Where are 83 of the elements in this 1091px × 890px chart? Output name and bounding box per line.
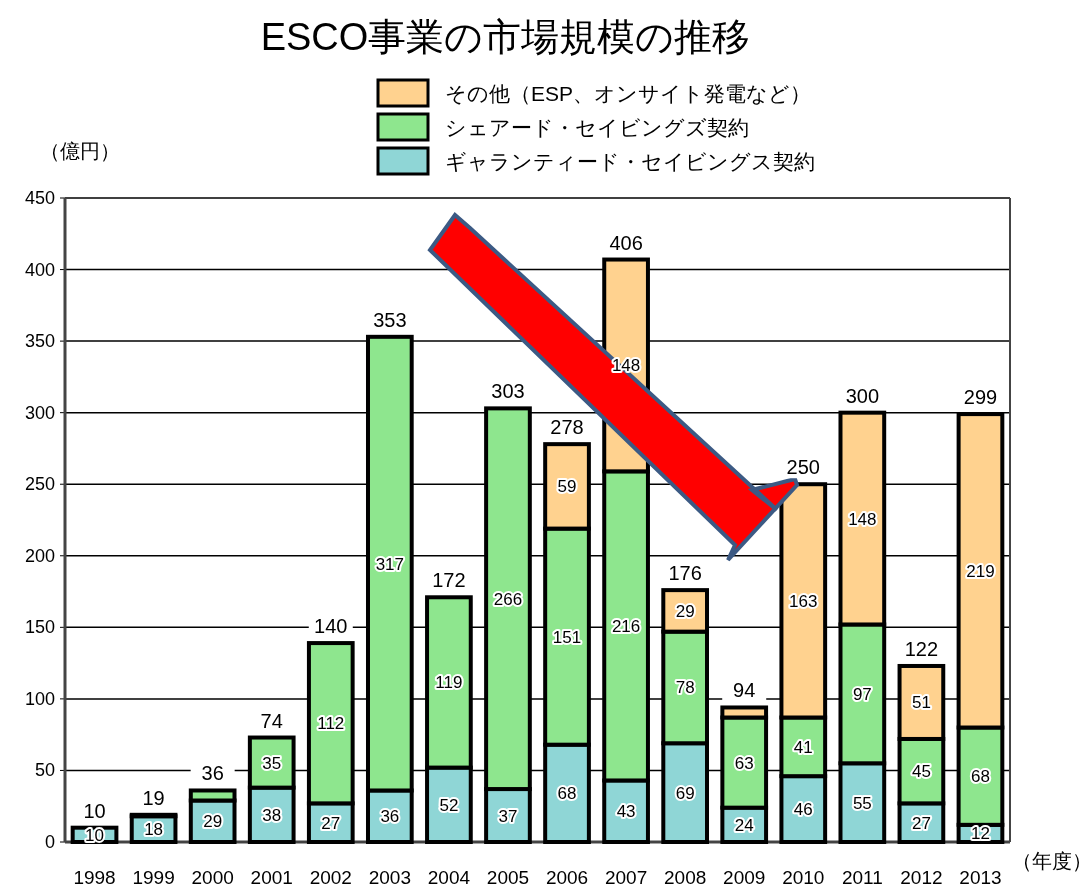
x-tick-label: 2012 bbox=[900, 867, 943, 888]
y-tick-label: 250 bbox=[24, 474, 55, 495]
data-label: 36 bbox=[380, 807, 400, 827]
x-axis-title: （年度） bbox=[1012, 850, 1091, 872]
total-label: 278 bbox=[550, 416, 584, 439]
data-label: 266 bbox=[493, 589, 523, 609]
x-tick-label: 2007 bbox=[604, 867, 648, 888]
data-label: 24 bbox=[734, 815, 754, 835]
data-label: 216 bbox=[611, 616, 641, 636]
data-label: 68 bbox=[557, 784, 577, 804]
total-label: 74 bbox=[260, 709, 283, 732]
total-label: 250 bbox=[786, 456, 820, 479]
data-label: 112 bbox=[317, 714, 345, 734]
x-tick-label: 2002 bbox=[309, 867, 352, 888]
data-label: 97 bbox=[852, 684, 872, 704]
total-label: 353 bbox=[373, 308, 407, 331]
data-label: 69 bbox=[675, 783, 695, 803]
y-tick-label: 100 bbox=[24, 688, 55, 709]
y-tick-label: 450 bbox=[24, 188, 55, 208]
data-label: 52 bbox=[439, 795, 459, 815]
data-label: 37 bbox=[498, 806, 518, 826]
data-label: 29 bbox=[203, 812, 223, 832]
total-label: 19 bbox=[142, 786, 165, 809]
y-tick-label: 0 bbox=[44, 832, 55, 852]
x-tick-label: 2013 bbox=[959, 867, 1002, 888]
data-label: 63 bbox=[734, 753, 754, 773]
data-label: 148 bbox=[848, 509, 877, 529]
legend-label: シェアード・セイビングズ契約 bbox=[445, 116, 749, 139]
data-label: 41 bbox=[793, 737, 813, 757]
y-axis-title: （億円） bbox=[40, 140, 120, 162]
data-label: 151 bbox=[552, 627, 582, 647]
total-label: 10 bbox=[83, 799, 106, 822]
data-label: 119 bbox=[435, 673, 463, 693]
x-tick-label: 2010 bbox=[782, 867, 825, 888]
data-label: 12 bbox=[971, 824, 990, 844]
y-tick-label: 150 bbox=[24, 617, 55, 638]
total-label: 94 bbox=[733, 679, 756, 702]
x-tick-label: 2011 bbox=[841, 867, 883, 888]
data-label: 219 bbox=[966, 561, 995, 581]
x-tick-label: 2003 bbox=[368, 867, 411, 888]
chart-title: ESCO事業の市場規模の推移 bbox=[260, 16, 751, 58]
legend-label: ギャランティード・セイビングス契約 bbox=[445, 150, 815, 173]
total-label: 406 bbox=[609, 231, 643, 254]
x-tick-label: 1998 bbox=[73, 867, 116, 888]
x-tick-label: 2006 bbox=[545, 867, 589, 888]
data-label: 163 bbox=[789, 591, 818, 611]
total-label: 299 bbox=[963, 386, 998, 409]
total-label: 122 bbox=[904, 637, 939, 660]
data-label: 29 bbox=[675, 601, 695, 621]
legend-label: その他（ESP、オンサイト発電など） bbox=[445, 82, 812, 105]
data-label: 45 bbox=[911, 762, 931, 782]
x-tick-label: 2009 bbox=[723, 867, 766, 888]
data-label: 38 bbox=[262, 805, 282, 825]
total-label: 36 bbox=[201, 762, 224, 785]
x-tick-label: 2008 bbox=[664, 867, 707, 888]
total-label: 303 bbox=[491, 380, 525, 403]
y-tick-label: 50 bbox=[34, 760, 55, 781]
data-label: 78 bbox=[675, 678, 695, 698]
data-label: 68 bbox=[971, 767, 990, 787]
y-tick-label: 400 bbox=[24, 259, 55, 280]
x-tick-label: 1999 bbox=[132, 867, 175, 888]
data-label: 35 bbox=[262, 753, 282, 773]
data-label: 317 bbox=[375, 554, 405, 574]
data-label: 59 bbox=[557, 477, 577, 497]
total-label: 176 bbox=[668, 562, 702, 585]
data-label: 46 bbox=[793, 800, 813, 820]
x-tick-label: 2004 bbox=[427, 867, 471, 888]
data-label: 18 bbox=[144, 820, 164, 840]
data-label: 10 bbox=[85, 825, 104, 845]
y-tick-label: 300 bbox=[24, 402, 55, 423]
total-label: 300 bbox=[845, 384, 880, 407]
data-label: 27 bbox=[911, 813, 931, 833]
data-label: 27 bbox=[321, 813, 341, 833]
total-label: 140 bbox=[314, 615, 348, 638]
x-tick-label: 2005 bbox=[486, 867, 530, 888]
data-label: 55 bbox=[852, 793, 872, 813]
x-tick-label: 2001 bbox=[250, 867, 293, 888]
x-tick-label: 2000 bbox=[191, 867, 234, 888]
total-label: 172 bbox=[432, 569, 466, 592]
data-label: 43 bbox=[616, 802, 636, 822]
data-label: 51 bbox=[911, 693, 931, 713]
y-tick-label: 350 bbox=[24, 331, 55, 352]
y-tick-label: 200 bbox=[24, 545, 55, 566]
